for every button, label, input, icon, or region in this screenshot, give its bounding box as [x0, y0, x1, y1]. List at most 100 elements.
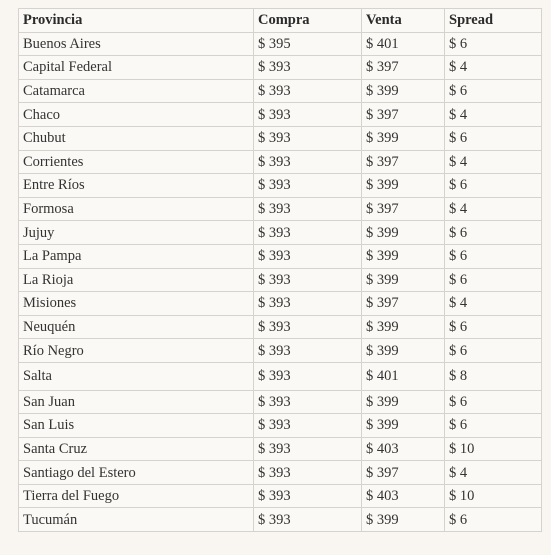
value-cell: $ 393 [253, 436, 362, 462]
value-cell: $ 393 [253, 389, 362, 415]
table-row: Salta $ 393 $ 401 $ 8 [18, 361, 542, 391]
rates-table: Provincia Compra Venta Spread Buenos Aires $… [18, 8, 542, 533]
value-cell: $ 403 [361, 436, 445, 462]
province-cell: La Pampa [18, 243, 254, 269]
table-row: Misiones $ 393 $ 397 $ 4 [18, 291, 542, 316]
value-cell: $ 393 [253, 220, 362, 245]
value-cell: $ 393 [253, 102, 362, 127]
table-row: Santa Cruz $ 393 $ 403 $ 10 [18, 436, 542, 462]
header-cell: Compra [253, 8, 362, 33]
value-cell: $ 393 [253, 507, 362, 533]
value-cell: $ 6 [444, 507, 542, 533]
value-cell: $ 10 [444, 483, 542, 509]
table-row: La Rioja $ 393 $ 399 $ 6 [18, 267, 542, 293]
value-cell: $ 397 [361, 460, 445, 485]
table-row: Neuquén $ 393 $ 399 $ 6 [18, 314, 542, 340]
value-cell: $ 4 [444, 460, 542, 485]
value-cell: $ 393 [253, 483, 362, 509]
province-cell: San Luis [18, 413, 254, 438]
table-header: Provincia Compra Venta Spread [18, 8, 542, 33]
province-cell: La Rioja [18, 267, 254, 293]
value-cell: $ 6 [444, 389, 542, 415]
value-cell: $ 4 [444, 102, 542, 127]
value-cell: $ 397 [361, 196, 445, 222]
table-row: Río Negro $ 393 $ 399 $ 6 [18, 338, 542, 363]
value-cell: $ 4 [444, 149, 542, 175]
value-cell: $ 397 [361, 55, 445, 80]
table-body: Buenos Aires $ 395 $ 401 $ 6 Capital Federal… [18, 31, 542, 533]
value-cell: $ 397 [361, 149, 445, 175]
value-cell: $ 4 [444, 55, 542, 80]
header-cell: Spread [444, 8, 542, 33]
header-row: Provincia Compra Venta Spread [18, 8, 542, 33]
value-cell: $ 397 [361, 102, 445, 127]
value-cell: $ 399 [361, 243, 445, 269]
value-cell: $ 393 [253, 55, 362, 80]
value-cell: $ 8 [444, 361, 542, 391]
table-row: Formosa $ 393 $ 397 $ 4 [18, 196, 542, 222]
value-cell: $ 393 [253, 78, 362, 104]
value-cell: $ 399 [361, 413, 445, 438]
province-cell: Neuquén [18, 314, 254, 340]
value-cell: $ 393 [253, 361, 362, 391]
value-cell: $ 6 [444, 338, 542, 363]
province-cell: Río Negro [18, 338, 254, 363]
value-cell: $ 10 [444, 436, 542, 462]
value-cell: $ 6 [444, 267, 542, 293]
province-cell: Chubut [18, 125, 254, 151]
table-row: Capital Federal $ 393 $ 397 $ 4 [18, 55, 542, 80]
value-cell: $ 393 [253, 173, 362, 198]
value-cell: $ 393 [253, 338, 362, 363]
province-cell: Corrientes [18, 149, 254, 175]
province-cell: Chaco [18, 102, 254, 127]
value-cell: $ 397 [361, 291, 445, 316]
header-cell: Provincia [18, 8, 254, 33]
table-row: San Juan $ 393 $ 399 $ 6 [18, 389, 542, 415]
value-cell: $ 393 [253, 243, 362, 269]
value-cell: $ 401 [361, 31, 445, 57]
province-cell: Entre Ríos [18, 173, 254, 198]
table-row: Buenos Aires $ 395 $ 401 $ 6 [18, 31, 542, 57]
province-cell: Santa Cruz [18, 436, 254, 462]
province-cell: Catamarca [18, 78, 254, 104]
province-cell: Formosa [18, 196, 254, 222]
value-cell: $ 395 [253, 31, 362, 57]
value-cell: $ 393 [253, 267, 362, 293]
province-cell: Misiones [18, 291, 254, 316]
value-cell: $ 393 [253, 460, 362, 485]
value-cell: $ 6 [444, 125, 542, 151]
value-cell: $ 399 [361, 314, 445, 340]
value-cell: $ 399 [361, 338, 445, 363]
value-cell: $ 6 [444, 220, 542, 245]
table-row: Catamarca $ 393 $ 399 $ 6 [18, 78, 542, 104]
value-cell: $ 399 [361, 267, 445, 293]
province-cell: Jujuy [18, 220, 254, 245]
value-cell: $ 6 [444, 173, 542, 198]
value-cell: $ 399 [361, 507, 445, 533]
value-cell: $ 393 [253, 196, 362, 222]
value-cell: $ 399 [361, 78, 445, 104]
value-cell: $ 6 [444, 314, 542, 340]
province-cell: Santiago del Estero [18, 460, 254, 485]
value-cell: $ 4 [444, 196, 542, 222]
province-cell: Buenos Aires [18, 31, 254, 57]
value-cell: $ 393 [253, 413, 362, 438]
value-cell: $ 6 [444, 243, 542, 269]
province-cell: Tucumán [18, 507, 254, 533]
value-cell: $ 393 [253, 314, 362, 340]
value-cell: $ 393 [253, 149, 362, 175]
table-row: Chubut $ 393 $ 399 $ 6 [18, 125, 542, 151]
table-row: San Luis $ 393 $ 399 $ 6 [18, 413, 542, 438]
table-row: Chaco $ 393 $ 397 $ 4 [18, 102, 542, 127]
value-cell: $ 399 [361, 389, 445, 415]
value-cell: $ 399 [361, 173, 445, 198]
table-row: Corrientes $ 393 $ 397 $ 4 [18, 149, 542, 175]
table-row: Jujuy $ 393 $ 399 $ 6 [18, 220, 542, 245]
value-cell: $ 4 [444, 291, 542, 316]
header-cell: Venta [361, 8, 445, 33]
table-row: Tucumán $ 393 $ 399 $ 6 [18, 507, 542, 533]
value-cell: $ 6 [444, 78, 542, 104]
value-cell: $ 393 [253, 291, 362, 316]
value-cell: $ 393 [253, 125, 362, 151]
value-cell: $ 6 [444, 31, 542, 57]
